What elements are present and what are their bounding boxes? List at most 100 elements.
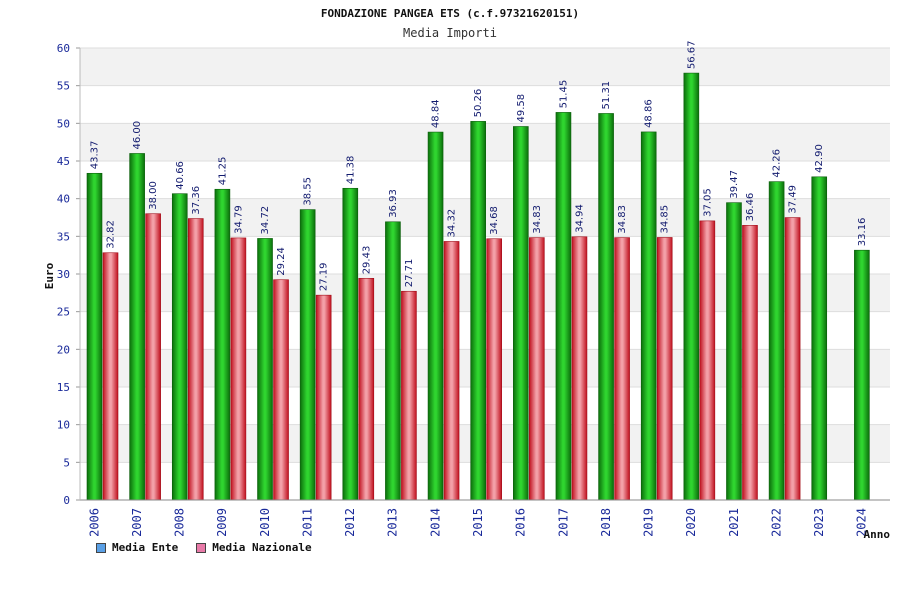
bar-media-ente (555, 112, 572, 501)
bar-value-label: 33.16 (857, 218, 868, 247)
x-tick-label: 2015 (471, 508, 485, 537)
bar-value-label: 37.49 (788, 185, 799, 214)
x-tick-label: 2018 (599, 508, 613, 537)
bar-media-nazionale (784, 217, 801, 501)
chart-subtitle: Media Importi (403, 26, 497, 40)
x-tick-label: 2013 (386, 508, 400, 537)
bar-value-label: 48.86 (644, 99, 655, 128)
x-tick-label: 2021 (727, 508, 741, 537)
bar-media-ente (470, 121, 486, 501)
bar-value-label: 34.94 (574, 204, 585, 233)
x-tick-label: 2014 (428, 508, 442, 537)
bar-media-nazionale (656, 237, 673, 501)
bar-value-label: 34.83 (532, 205, 543, 234)
bar-media-nazionale (742, 225, 758, 501)
y-tick-label: 15 (57, 381, 70, 394)
y-tick-label: 30 (57, 268, 70, 281)
bar-media-ente (683, 72, 700, 501)
bar-value-label: 34.32 (447, 209, 458, 238)
bar-value-labels: 43.37 32.82 46.00 38.00 40.66 37.36 41.25 34.79… (90, 40, 868, 291)
y-tick-label: 60 (57, 42, 70, 55)
bar-value-label: 32.82 (106, 220, 117, 249)
bar-media-ente (214, 188, 231, 501)
x-tick-label: 2009 (215, 508, 229, 537)
y-tick-label: 20 (57, 343, 70, 356)
x-tick-label: 2022 (769, 508, 783, 537)
bar-series (86, 72, 870, 501)
bar-value-label: 34.79 (233, 205, 244, 234)
chart-title: FONDAZIONE PANGEA ETS (c.f.97321620151) (321, 7, 579, 20)
bar-value-label: 36.46 (745, 193, 756, 222)
bar-value-label: 50.26 (473, 89, 484, 118)
bar-value-label: 34.83 (617, 205, 628, 234)
bar-media-nazionale (230, 237, 247, 501)
y-tick-label: 25 (57, 306, 70, 319)
bar-media-ente (854, 249, 870, 501)
x-tick-label: 2012 (343, 508, 357, 537)
bar-value-label: 27.71 (404, 259, 415, 288)
bar-media-nazionale (529, 237, 545, 501)
bar-media-nazionale (443, 241, 460, 501)
x-tick-label: 2007 (130, 508, 144, 537)
bar-media-ente (342, 187, 359, 501)
x-tick-label: 2011 (300, 508, 314, 537)
bar-media-ente (385, 221, 401, 501)
bar-value-label: 51.45 (558, 80, 569, 109)
y-tick-label: 55 (57, 80, 70, 93)
bar-media-nazionale (145, 213, 161, 501)
bar-value-label: 38.55 (303, 177, 314, 206)
bar-media-ente (598, 113, 614, 501)
bar-value-label: 34.85 (660, 205, 671, 234)
bar-value-label: 39.47 (729, 170, 740, 199)
bar-value-label: 27.19 (319, 263, 330, 292)
bar-media-ente (299, 209, 316, 501)
bar-media-nazionale (401, 290, 417, 501)
bar-value-label: 51.31 (601, 81, 612, 110)
bar-value-label: 43.37 (90, 141, 101, 170)
bar-value-label: 46.00 (132, 121, 143, 150)
bar-media-ente (257, 238, 273, 501)
plot-band (80, 48, 890, 86)
legend-swatch-media-nazionale (196, 542, 207, 553)
y-tick-label: 5 (63, 456, 70, 469)
bar-media-ente (768, 181, 785, 501)
bar-media-ente (726, 202, 742, 501)
bar-value-label: 37.36 (191, 186, 202, 215)
y-tick-label: 10 (57, 419, 70, 432)
y-tick-label: 35 (57, 230, 70, 243)
bar-media-ente (129, 153, 145, 501)
bar-value-label: 42.90 (814, 144, 825, 173)
bar-media-ente (640, 131, 657, 501)
bar-value-label: 36.93 (388, 189, 399, 218)
y-tick-label: 40 (57, 193, 70, 206)
bar-value-label: 56.67 (686, 40, 697, 69)
x-axis-ticks: 2006 2007 2008 2009 2010 2011 2012 2013 2014 2015… (87, 508, 868, 537)
x-axis-label: Anno (864, 528, 891, 541)
bar-media-nazionale (486, 238, 502, 501)
y-axis-ticks: 0 5 10 15 20 25 30 35 40 45 50 55 60 (57, 42, 80, 507)
x-tick-label: 2010 (258, 508, 272, 537)
bar-media-nazionale (273, 279, 289, 501)
x-tick-label: 2006 (87, 508, 101, 537)
bar-media-ente (427, 131, 444, 501)
bar-value-label: 49.58 (516, 94, 527, 123)
bar-media-nazionale (187, 218, 204, 501)
bar-media-nazionale (358, 277, 375, 501)
bar-media-nazionale (571, 236, 588, 501)
bar-media-nazionale (614, 237, 630, 501)
bar-media-nazionale (315, 294, 332, 501)
x-tick-label: 2019 (642, 508, 656, 537)
x-tick-label: 2020 (684, 508, 698, 537)
bar-value-label: 38.00 (148, 181, 159, 210)
bar-media-nazionale (699, 220, 716, 501)
bar-media-ente (171, 193, 188, 501)
legend: Media Ente Media Nazionale (96, 541, 312, 554)
bar-value-label: 48.84 (431, 99, 442, 128)
x-tick-label: 2017 (556, 508, 570, 537)
y-axis-label: Euro (43, 262, 56, 289)
x-tick-label: 2016 (514, 508, 528, 537)
x-tick-label: 2024 (855, 508, 869, 537)
x-tick-label: 2023 (812, 508, 826, 537)
